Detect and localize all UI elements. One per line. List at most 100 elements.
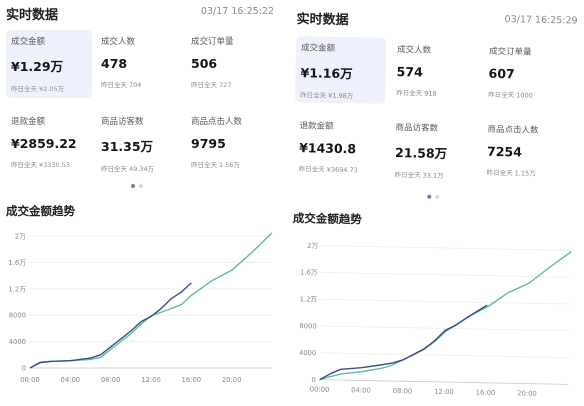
compare-label: 昨日全天 — [11, 85, 37, 93]
series-line-today — [29, 282, 192, 369]
metrics-grid: 成交金额 ¥1.16万 昨日全天 ¥1.98万 成交人数 574 昨日全天 918 … — [293, 36, 577, 191]
metric-card-orders[interactable]: 成交订单量 506 昨日全天 727 — [186, 30, 272, 98]
metric-card-orders[interactable]: 成交订单量 607 昨日全天 1000 — [483, 40, 570, 110]
metric-card-refund[interactable]: 退款金额 ¥2859.22 昨日全天 ¥3330.53 — [6, 110, 92, 178]
metric-label: 商品访客数 — [101, 117, 144, 127]
grid-line — [320, 352, 570, 359]
series-line-today — [319, 304, 488, 381]
compare-label: 昨日全天 — [191, 81, 217, 89]
x-tick-label: 04:00 — [351, 386, 371, 394]
page-dot[interactable] — [435, 194, 440, 199]
series-line-yesterday — [319, 251, 572, 381]
panel-header: 实时数据 03/17 16:25:22 — [6, 4, 274, 24]
metric-value: 31.35万 — [101, 139, 154, 154]
compare-label: 昨日全天 — [298, 165, 325, 174]
page-dot[interactable] — [139, 184, 143, 188]
metric-label: 成交订单量 — [488, 46, 532, 58]
panel-title: 实时数据 — [296, 12, 349, 29]
x-tick-label: 12:00 — [434, 388, 454, 396]
trend-title: 成交金额趋势 — [292, 211, 362, 227]
y-tick-label: 1.2万 — [8, 285, 26, 293]
page-dot-active[interactable] — [131, 184, 135, 188]
panel-title: 实时数据 — [6, 8, 59, 23]
compare-label: 昨日全天 — [488, 90, 515, 100]
grid-line — [320, 325, 570, 332]
compare-label: 昨日全天 — [396, 89, 423, 98]
y-tick-label: 1.6万 — [300, 269, 318, 277]
metric-compare: 昨日全天 ¥1.98万 — [300, 89, 380, 101]
metric-value: 574 — [396, 64, 423, 80]
compare-label: 昨日全天 — [11, 161, 37, 169]
metric-compare: 昨日全天 ¥3330.53 — [11, 159, 87, 169]
panel-header: 实时数据 03/17 16:25:29 — [296, 8, 577, 33]
compare-value: 49.34万 — [129, 165, 155, 173]
metric-card-visitors[interactable]: 商品访客数 31.35万 昨日全天 49.34万 — [96, 110, 182, 178]
metric-compare: 昨日全天 1000 — [488, 89, 564, 100]
metric-card-clickers[interactable]: 商品点击人数 7254 昨日全天 1.15万 — [481, 118, 568, 188]
metric-value: 9795 — [191, 136, 226, 151]
metric-card-clickers[interactable]: 商品点击人数 9795 昨日全天 1.56万 — [186, 110, 272, 178]
compare-label: 昨日全天 — [191, 161, 217, 169]
metric-label: 成交人数 — [101, 37, 136, 47]
metric-compare: 昨日全天 ¥3694.73 — [299, 163, 375, 174]
grid-line — [321, 298, 571, 305]
gmv-trend-chart: 0 4000 8000 1.2万 1.6万 2万 00:00 04:00 08:00 12:00 1… — [299, 242, 572, 398]
grid-line — [319, 379, 569, 385]
metric-card-buyers[interactable]: 成交人数 478 昨日全天 704 — [96, 30, 182, 98]
compare-value: ¥1.98万 — [328, 91, 354, 101]
metric-compare: 昨日全天 704 — [101, 79, 177, 89]
metric-card-gmv[interactable]: 成交金额 ¥1.29万 昨日全天 ¥2.05万 — [6, 30, 92, 98]
y-tick-label: 8000 — [9, 312, 26, 320]
x-tick-label: 20:00 — [517, 389, 537, 397]
y-tick-label: 2万 — [307, 242, 318, 250]
metrics-grid: 成交金额 ¥1.29万 昨日全天 ¥2.05万 成交人数 478 昨日全天 704 … — [6, 30, 274, 180]
metric-card-buyers[interactable]: 成交人数 574 昨日全天 918 — [391, 38, 478, 108]
y-tick-label: 4000 — [9, 338, 26, 346]
x-tick-label: 16:00 — [182, 376, 202, 384]
metric-compare: 昨日全天 1.56万 — [191, 159, 267, 169]
x-tick-label: 12:00 — [141, 376, 161, 384]
metric-card-gmv[interactable]: 成交金额 ¥1.16万 昨日全天 ¥1.98万 — [295, 36, 387, 104]
update-time: 03/17 16:25:29 — [504, 14, 578, 27]
metric-label: 成交订单量 — [191, 37, 234, 47]
metric-compare: 昨日全天 1.15万 — [487, 167, 563, 178]
metric-compare: 昨日全天 727 — [191, 79, 267, 89]
metric-label: 退款金额 — [11, 117, 46, 127]
metric-label: 成交人数 — [396, 45, 432, 56]
trend-title: 成交金额趋势 — [6, 204, 75, 218]
metric-value: ¥1430.8 — [299, 140, 357, 157]
y-tick-label: 4000 — [299, 349, 316, 357]
metric-compare: 昨日全天 33.1万 — [395, 169, 471, 180]
metric-value: 506 — [191, 56, 218, 71]
metric-value: ¥1.29万 — [11, 59, 64, 74]
grid-line — [322, 245, 572, 251]
x-tick-label: 00:00 — [310, 385, 330, 393]
metric-label: 成交金额 — [11, 37, 46, 47]
metric-label: 商品点击人数 — [191, 117, 243, 127]
page-dot-active[interactable] — [427, 194, 432, 199]
compare-value: 33.1万 — [422, 171, 444, 180]
y-tick-label: 1.6万 — [8, 259, 26, 267]
page-indicator[interactable] — [131, 184, 151, 190]
page-indicator[interactable] — [427, 194, 447, 201]
compare-label: 昨日全天 — [300, 91, 327, 100]
compare-value: 1000 — [516, 91, 533, 100]
compare-label: 昨日全天 — [101, 81, 127, 89]
compare-value: 727 — [219, 81, 232, 89]
realtime-panel-right: 实时数据 03/17 16:25:29 成交金额 ¥1.16万 昨日全天 ¥1.9… — [283, 0, 584, 406]
metric-value: ¥1.16万 — [300, 65, 353, 82]
compare-value: 918 — [424, 89, 437, 98]
y-tick-label: 2万 — [15, 233, 26, 241]
compare-label: 昨日全天 — [101, 165, 127, 173]
metric-value: ¥2859.22 — [11, 136, 77, 151]
y-tick-label: 0 — [311, 376, 315, 384]
series-line-yesterday — [29, 232, 273, 369]
metric-compare: 昨日全天 ¥2.05万 — [11, 83, 87, 93]
metric-label: 退款金额 — [299, 121, 334, 132]
x-tick-label: 16:00 — [476, 389, 496, 397]
metric-card-visitors[interactable]: 商品访客数 21.58万 昨日全天 33.1万 — [389, 116, 476, 186]
x-tick-label: 00:00 — [20, 376, 40, 384]
metric-card-refund[interactable]: 退款金额 ¥1430.8 昨日全天 ¥3694.73 — [294, 114, 381, 184]
x-tick-label: 08:00 — [393, 387, 413, 395]
compare-value: 1.56万 — [219, 161, 240, 169]
